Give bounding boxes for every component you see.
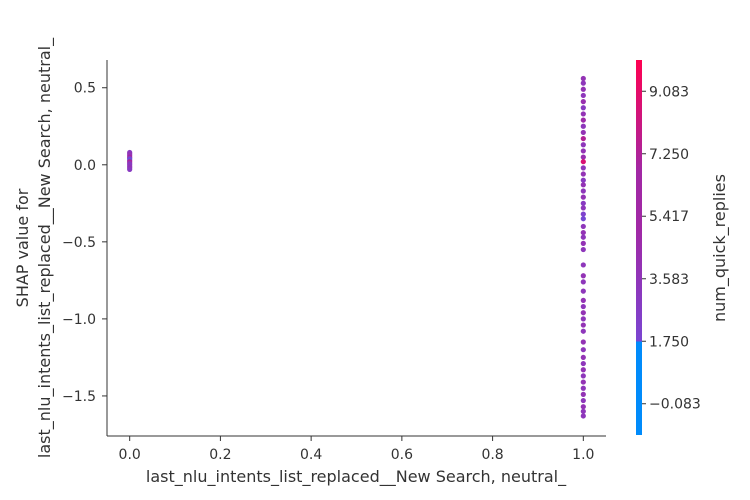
y-tick-label: 0.0 [74,158,96,174]
scatter-point [580,234,586,240]
scatter-point [580,339,586,345]
scatter-point [580,99,586,105]
scatter-point [580,123,586,129]
scatter-point [580,385,586,391]
scatter-point [580,310,586,316]
scatter-points [127,75,586,419]
scatter-point [580,216,586,222]
colorbar-tick-label: 5.417 [649,209,689,225]
scatter-point [580,273,586,279]
scatter-point [580,297,586,303]
colorbar-tick-label: −0.083 [649,397,701,413]
scatter-point [580,182,586,188]
scatter-point [580,117,586,123]
scatter-point [580,316,586,322]
scatter-point [580,177,586,183]
scatter-point [580,86,586,92]
colorbar-tick-label: 9.083 [649,84,689,100]
scatter-point [580,75,586,82]
x-tick-label: 0.8 [481,447,503,463]
colorbar-ticks: 9.083 7.250 5.417 3.583 1.750 −0.083 [642,84,701,413]
colorbar-tick-label: 7.250 [649,147,689,163]
scatter-point [580,211,586,217]
scatter-point [580,404,586,410]
scatter-point [580,373,586,379]
scatter-point [580,171,586,177]
x-tick-label: 0.4 [300,447,322,463]
scatter-point [580,142,586,148]
scatter-point [127,166,133,173]
y-tick-label: 0.5 [74,81,96,97]
scatter-point [580,200,586,206]
scatter-point [580,148,586,154]
x-axis-label: last_nlu_intents_list_replaced__New Sear… [146,467,567,487]
scatter-point [580,154,586,160]
scatter-point [580,188,586,194]
y-axis-label-line-1: SHAP value for [13,188,32,307]
scatter-point [580,129,586,136]
colorbar-label: num_quick_replies [710,174,730,322]
scatter-point [580,279,586,285]
y-tick-label: −1.0 [62,312,96,328]
scatter-point [580,159,586,165]
scatter-point [580,223,586,230]
scatter-point [580,240,586,246]
x-tick-label: 0.2 [209,447,231,463]
colorbar [636,60,642,435]
scatter-point [580,328,586,334]
scatter-point [580,360,586,367]
scatter-point [580,347,586,353]
scatter-point [580,367,586,373]
x-axis-ticks: 0.0 0.2 0.4 0.6 0.8 1.0 [119,436,594,463]
scatter-point [580,105,586,111]
scatter-point [580,303,586,310]
scatter-point [580,408,586,414]
scatter-point [580,229,586,236]
scatter-point [580,322,586,328]
x-tick-label: 0.0 [119,447,141,463]
scatter-point [580,111,586,117]
scatter-point [580,391,586,397]
x-tick-label: 0.6 [391,447,413,463]
y-tick-label: −0.5 [62,235,96,251]
scatter-point [580,413,586,419]
scatter-point [580,205,586,211]
scatter-point [580,194,586,200]
colorbar-tick-label: 3.583 [649,272,689,288]
colorbar-tick-label: 1.750 [649,334,689,350]
scatter-point [580,397,586,404]
scatter-point [580,354,586,361]
scatter-point [580,379,586,385]
scatter-point [580,135,586,142]
scatter-point [580,262,586,268]
scatter-point [580,92,586,99]
scatter-point [580,246,586,253]
scatter-point [580,80,586,86]
y-axis-label: SHAP value for last_nlu_intents_list_rep… [13,37,55,458]
scatter-point [580,165,586,171]
scatter-point [580,288,586,294]
y-tick-label: −1.5 [62,389,96,405]
y-axis-ticks: 0.5 0.0 −0.5 −1.0 −1.5 [62,81,107,405]
x-tick-label: 1.0 [572,447,594,463]
y-axis-label-line-2: last_nlu_intents_list_replaced__New Sear… [35,37,55,458]
